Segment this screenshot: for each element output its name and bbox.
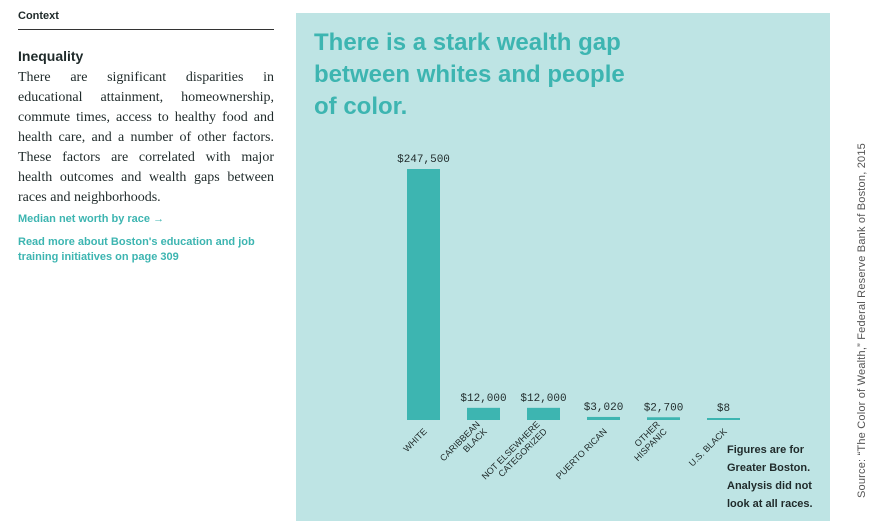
read-more-link[interactable]: Read more about Boston's education and j…	[18, 236, 255, 263]
data-label-0: $247,500	[397, 154, 450, 166]
category-label-0: WHITE	[401, 426, 429, 454]
median-net-worth-link[interactable]: Median net worth by race →	[18, 213, 165, 225]
wealth-bar-chart: $247,500 WHITE $12,000 CARIBBEANBLACK $12,00…	[397, 154, 740, 489]
context-sidebar: Context Inequality There are significant…	[18, 10, 274, 265]
data-label-2: $12,000	[520, 393, 566, 405]
category-label-4: OTHERHISPANIC	[625, 419, 669, 463]
chart-title: There is a stark wealth gap between whit…	[314, 29, 625, 120]
chart-footnote: Figures are for Greater Boston. Analysis…	[727, 444, 813, 510]
bar-1	[467, 407, 500, 420]
category-label-5: U.S. BLACK	[687, 426, 729, 468]
bar-3	[587, 416, 620, 420]
bar-4	[647, 417, 680, 420]
data-label-1: $12,000	[460, 393, 506, 405]
category-label-1: CARIBBEANBLACK	[438, 419, 489, 470]
category-label-3: PUERTO RICAN	[554, 426, 609, 481]
context-label: Context	[18, 10, 274, 30]
bar-2	[527, 407, 560, 420]
bar-0	[407, 169, 440, 420]
category-label-2: NOT ELSEWHERECATEGORIZED	[480, 419, 550, 489]
section-heading: Inequality	[18, 48, 84, 64]
source-credit: Source: “The Color of Wealth,” Federal R…	[856, 143, 868, 498]
data-label-5: $8	[717, 403, 730, 415]
body-paragraph: There are significant disparities in edu…	[18, 70, 274, 205]
chart-panel: There is a stark wealth gap between whit…	[296, 13, 830, 521]
data-label-3: $3,020	[584, 402, 624, 414]
data-label-4: $2,700	[644, 402, 684, 414]
bar-5	[707, 418, 740, 420]
